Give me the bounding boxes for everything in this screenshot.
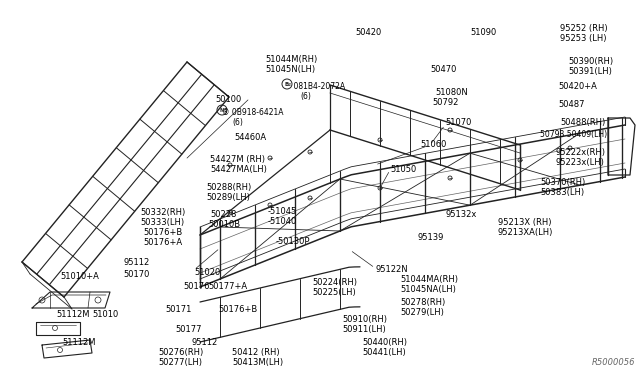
Text: 51020: 51020: [194, 268, 220, 277]
Text: 50911(LH): 50911(LH): [342, 325, 386, 334]
Text: 51045N(LH): 51045N(LH): [265, 65, 315, 74]
Text: 50277(LH): 50277(LH): [158, 358, 202, 367]
Text: 50276(RH): 50276(RH): [158, 348, 204, 357]
Text: 50420: 50420: [355, 28, 381, 37]
Text: 51070: 51070: [445, 118, 472, 127]
Text: 50171: 50171: [165, 305, 191, 314]
Text: -51045: -51045: [268, 207, 297, 216]
Text: 95112: 95112: [192, 338, 218, 347]
Text: B: B: [285, 81, 289, 87]
Text: 50440(RH): 50440(RH): [362, 338, 407, 347]
Text: 95112: 95112: [123, 258, 149, 267]
Text: 51044MA(RH): 51044MA(RH): [400, 275, 458, 284]
Text: 50470: 50470: [430, 65, 456, 74]
Text: 95122N: 95122N: [376, 265, 408, 274]
Text: 51112M: 51112M: [62, 338, 95, 347]
Text: 50412 (RH): 50412 (RH): [232, 348, 280, 357]
Text: 50010B: 50010B: [208, 220, 240, 229]
Text: 50289(LH): 50289(LH): [206, 193, 250, 202]
Text: 95213X (RH): 95213X (RH): [498, 218, 552, 227]
Text: 95213XA(LH): 95213XA(LH): [498, 228, 554, 237]
Text: R5000056: R5000056: [591, 358, 635, 367]
Text: 51010+A: 51010+A: [60, 272, 99, 281]
Text: 50487: 50487: [558, 100, 584, 109]
Text: 50176+B: 50176+B: [218, 305, 257, 314]
Text: 51060: 51060: [420, 140, 446, 149]
Text: N: N: [220, 108, 224, 112]
Text: 50176+B: 50176+B: [143, 228, 182, 237]
Text: 50176: 50176: [183, 282, 209, 291]
Text: 50177+A: 50177+A: [208, 282, 247, 291]
Text: 51050: 51050: [390, 165, 416, 174]
Text: ² 081B4-2072A: ² 081B4-2072A: [288, 82, 345, 91]
Text: 54427MA(LH): 54427MA(LH): [210, 165, 267, 174]
Text: 50413M(LH): 50413M(LH): [232, 358, 283, 367]
Text: ® 0B918-6421A: ® 0B918-6421A: [222, 108, 284, 117]
Text: 50278(RH): 50278(RH): [400, 298, 445, 307]
Text: 95252 (RH): 95252 (RH): [560, 24, 607, 33]
Text: 50792: 50792: [432, 98, 458, 107]
Text: 50420+A: 50420+A: [558, 82, 597, 91]
Text: 50390(RH): 50390(RH): [568, 57, 613, 66]
Text: 54460A: 54460A: [234, 133, 266, 142]
Text: 51044M(RH): 51044M(RH): [265, 55, 317, 64]
Text: 95132x: 95132x: [445, 210, 476, 219]
Text: -50130P: -50130P: [276, 237, 310, 246]
Text: 50170: 50170: [123, 270, 149, 279]
Text: 50288(RH): 50288(RH): [206, 183, 252, 192]
Text: (6): (6): [300, 92, 311, 101]
Text: 95222x(RH): 95222x(RH): [555, 148, 605, 157]
Text: 95223x(LH): 95223x(LH): [555, 158, 604, 167]
Text: 54427M (RH): 54427M (RH): [210, 155, 265, 164]
Text: 50225(LH): 50225(LH): [312, 288, 356, 297]
Text: 51112M: 51112M: [56, 310, 90, 319]
Text: 50391(LH): 50391(LH): [568, 67, 612, 76]
Text: 50910(RH): 50910(RH): [342, 315, 387, 324]
Text: (6): (6): [232, 118, 243, 127]
Text: 50224(RH): 50224(RH): [312, 278, 357, 287]
Text: 50333(LH): 50333(LH): [140, 218, 184, 227]
Text: -51040: -51040: [268, 217, 297, 226]
Text: 51080N: 51080N: [435, 88, 468, 97]
Text: 50100: 50100: [215, 95, 241, 104]
Text: 50383(LH): 50383(LH): [540, 188, 584, 197]
Text: 50228: 50228: [210, 210, 236, 219]
Text: 50793 50409(LH): 50793 50409(LH): [540, 130, 607, 139]
Text: 50370(RH): 50370(RH): [540, 178, 585, 187]
Text: 51010: 51010: [92, 310, 118, 319]
Text: 50332(RH): 50332(RH): [140, 208, 185, 217]
Text: 50176+A: 50176+A: [143, 238, 182, 247]
Text: 51045NA(LH): 51045NA(LH): [400, 285, 456, 294]
Text: 50488(RH): 50488(RH): [560, 118, 605, 127]
Text: 51090: 51090: [470, 28, 496, 37]
Text: 50441(LH): 50441(LH): [362, 348, 406, 357]
Text: 50177: 50177: [175, 325, 202, 334]
Text: 95139: 95139: [418, 233, 444, 242]
Text: 50279(LH): 50279(LH): [400, 308, 444, 317]
Text: 95253 (LH): 95253 (LH): [560, 34, 607, 43]
